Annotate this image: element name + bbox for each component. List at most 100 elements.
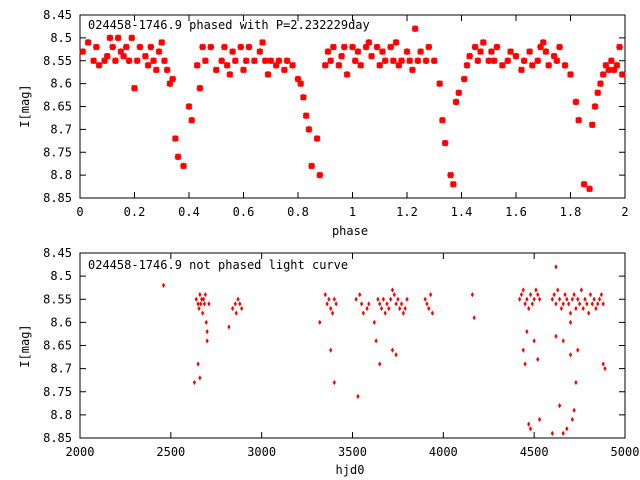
phased-data-point bbox=[90, 57, 97, 65]
unphased-data-point bbox=[558, 403, 562, 409]
unphased-data-point bbox=[403, 305, 407, 312]
phased-y-tick-label: 8.7 bbox=[50, 122, 72, 136]
unphased-data-point bbox=[525, 296, 529, 302]
phased-y-tick-label: 8.5 bbox=[50, 31, 72, 45]
phased-data-point bbox=[313, 135, 321, 142]
phased-data-point bbox=[93, 43, 100, 51]
unphased-data-point bbox=[234, 310, 238, 316]
unphased-data-point bbox=[572, 407, 576, 413]
phased-data-point bbox=[373, 43, 381, 51]
unphased-data-point bbox=[378, 301, 382, 307]
unphased-data-point bbox=[372, 319, 376, 325]
unphased-x-tick-label: 4500 bbox=[520, 445, 549, 459]
phased-data-point bbox=[155, 48, 163, 55]
unphased-data-point bbox=[423, 296, 427, 302]
unphased-data-point bbox=[383, 310, 387, 316]
phased-data-point bbox=[232, 57, 239, 65]
unphased-data-point bbox=[521, 347, 525, 353]
phased-data-point bbox=[180, 162, 187, 170]
phased-data-point bbox=[490, 57, 498, 65]
phased-data-point bbox=[109, 43, 116, 51]
phased-data-point bbox=[174, 153, 182, 161]
phased-data-point bbox=[281, 66, 288, 74]
unphased-data-point bbox=[530, 301, 534, 307]
unphased-data-point bbox=[556, 287, 560, 293]
unphased-data-point bbox=[572, 292, 576, 298]
unphased-plot-frame bbox=[79, 252, 626, 439]
phased-data-point bbox=[575, 116, 582, 124]
phased-data-point bbox=[488, 48, 495, 55]
phased-data-point bbox=[463, 62, 471, 69]
phased-data-point bbox=[591, 103, 599, 110]
phased-data-point bbox=[283, 57, 291, 65]
unphased-data-point bbox=[202, 301, 207, 307]
unphased-y-tick-label: 8.75 bbox=[43, 385, 72, 399]
phased-data-point bbox=[308, 162, 315, 170]
phased-data-point bbox=[485, 57, 493, 65]
unphased-y-tick-label: 8.6 bbox=[50, 315, 72, 329]
phased-axis-ticks: 0 0.2 0.4 0.6 0.8 1 1.2 1.4 1.6 1.8 2 8.45 8.5 8.55 8.… bbox=[43, 8, 629, 219]
unphased-data-point bbox=[579, 287, 583, 293]
phased-data-point bbox=[411, 25, 419, 32]
unphased-data-point bbox=[327, 296, 331, 302]
unphased-data-point bbox=[525, 329, 529, 335]
unphased-axis-ticks: 2000 2500 3000 3500 4000 4500 5000 8.45 8.5 8.55 8… bbox=[43, 246, 639, 459]
phased-data-point bbox=[553, 57, 561, 65]
phased-data-point bbox=[218, 57, 225, 65]
phased-x-axis-label: phase bbox=[332, 224, 368, 238]
unphased-data-point bbox=[392, 292, 396, 298]
unphased-data-point bbox=[236, 296, 240, 302]
unphased-data-point bbox=[358, 292, 362, 298]
phased-data-point bbox=[597, 80, 604, 87]
phased-x-tick-label: 1 bbox=[349, 205, 356, 219]
phased-y-tick-label: 8.55 bbox=[43, 54, 72, 68]
phased-data-point bbox=[169, 75, 176, 83]
phased-data-point bbox=[142, 52, 149, 60]
phased-data-point bbox=[79, 48, 86, 55]
phased-data-point bbox=[245, 43, 253, 51]
phased-data-point bbox=[430, 57, 438, 65]
phased-data-point bbox=[144, 62, 152, 69]
phased-x-tick-label: 0.4 bbox=[178, 205, 200, 219]
phased-data-point bbox=[452, 98, 460, 106]
unphased-x-tick-label: 4000 bbox=[429, 445, 458, 459]
unphased-data-point bbox=[205, 329, 209, 335]
unphased-data-point bbox=[599, 292, 603, 298]
unphased-data-point bbox=[527, 421, 531, 427]
phased-data-point bbox=[302, 112, 310, 119]
phased-data-point bbox=[619, 71, 626, 78]
phased-data-point bbox=[602, 62, 610, 69]
unphased-y-axis-label: I[mag] bbox=[18, 324, 32, 367]
unphased-data-point bbox=[367, 301, 371, 307]
unphased-data-point bbox=[563, 292, 567, 298]
unphased-data-point bbox=[398, 305, 402, 312]
phased-data-point bbox=[112, 57, 119, 65]
phased-data-point bbox=[605, 66, 612, 74]
unphased-data-point bbox=[587, 310, 591, 316]
phased-data-point bbox=[556, 43, 563, 51]
unphased-y-tick-label: 8.5 bbox=[50, 269, 72, 283]
unphased-data-point bbox=[523, 301, 527, 307]
unphased-data-point bbox=[570, 416, 574, 423]
phased-data-point bbox=[537, 43, 544, 51]
phased-data-point bbox=[106, 34, 114, 42]
unphased-data-point bbox=[519, 292, 524, 298]
unphased-data-point bbox=[198, 292, 202, 298]
phased-data-point bbox=[202, 57, 209, 65]
phased-data-point bbox=[599, 71, 607, 78]
unphased-data-point bbox=[532, 296, 536, 302]
unphased-data-point bbox=[359, 301, 364, 307]
phased-data-point bbox=[357, 62, 364, 69]
unphased-data-point bbox=[396, 296, 400, 302]
phased-data-point bbox=[608, 57, 615, 65]
unphased-light-curve-chart: 024458-1746.9 not phased light curve hjd… bbox=[18, 246, 639, 477]
unphased-data-point bbox=[238, 301, 242, 307]
unphased-data-point bbox=[231, 305, 235, 312]
unphased-data-point bbox=[536, 356, 540, 362]
unphased-x-tick-label: 2500 bbox=[156, 445, 185, 459]
phased-data-point bbox=[264, 71, 272, 78]
unphased-data-point bbox=[385, 301, 389, 307]
phased-data-point bbox=[259, 39, 266, 46]
phased-data-point bbox=[338, 52, 345, 60]
unphased-data-point bbox=[527, 305, 531, 312]
